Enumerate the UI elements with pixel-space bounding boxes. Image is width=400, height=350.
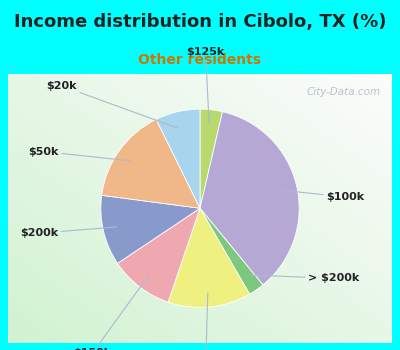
Text: Income distribution in Cibolo, TX (%): Income distribution in Cibolo, TX (%)	[14, 13, 386, 30]
Wedge shape	[156, 109, 200, 208]
Text: $100k: $100k	[283, 190, 364, 202]
Text: $20k: $20k	[47, 81, 178, 128]
Text: > $200k: > $200k	[250, 273, 359, 284]
Wedge shape	[118, 208, 200, 302]
Wedge shape	[200, 112, 299, 285]
Wedge shape	[101, 195, 200, 263]
Wedge shape	[200, 109, 222, 208]
Text: City-Data.com: City-Data.com	[306, 87, 380, 97]
Text: $150k: $150k	[74, 276, 148, 350]
Text: Other residents: Other residents	[138, 53, 262, 67]
Text: $50k: $50k	[29, 147, 130, 161]
Wedge shape	[168, 208, 250, 307]
Text: $75k: $75k	[190, 293, 221, 350]
Wedge shape	[200, 208, 263, 294]
Wedge shape	[102, 119, 200, 208]
Text: $200k: $200k	[20, 227, 117, 238]
Text: $125k: $125k	[186, 47, 225, 124]
